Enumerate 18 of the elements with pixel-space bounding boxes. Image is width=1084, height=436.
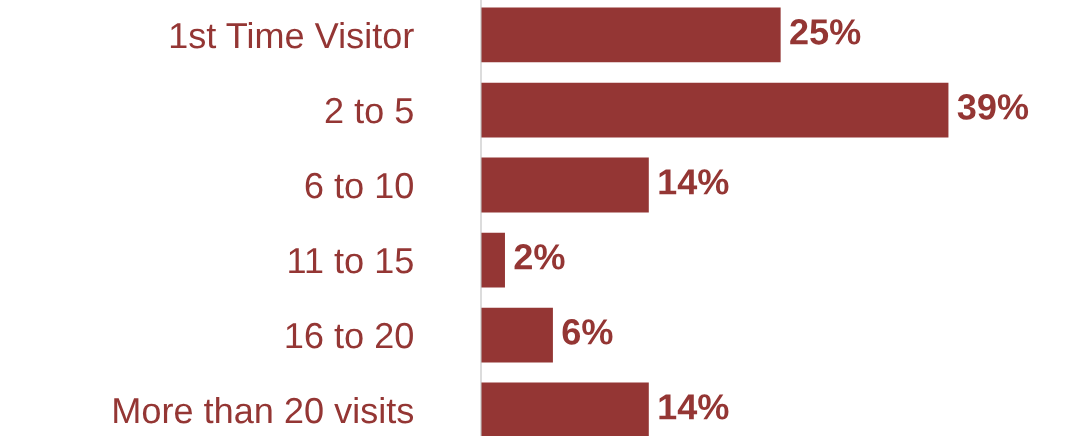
y-tick-label: 16 to 20 (286, 322, 413, 349)
bar (481, 157, 649, 213)
bar (481, 232, 505, 288)
data-label: 25% (790, 19, 861, 45)
bar (481, 7, 781, 63)
bar (481, 307, 553, 363)
data-label: 14% (659, 169, 729, 195)
y-tick-label: 1st Time Visitor (170, 21, 414, 49)
bar (481, 82, 949, 138)
y-tick-label: More than 20 visits (114, 396, 414, 424)
data-label: 14% (659, 394, 729, 420)
data-label: 6% (562, 319, 613, 345)
data-label: 39% (957, 94, 1029, 120)
y-tick-label: 6 to 10 (305, 172, 413, 199)
data-label: 2% (514, 244, 565, 270)
y-tick-label: 11 to 15 (289, 248, 413, 274)
bar (481, 382, 649, 436)
y-tick-label: 2 to 5 (325, 97, 413, 124)
